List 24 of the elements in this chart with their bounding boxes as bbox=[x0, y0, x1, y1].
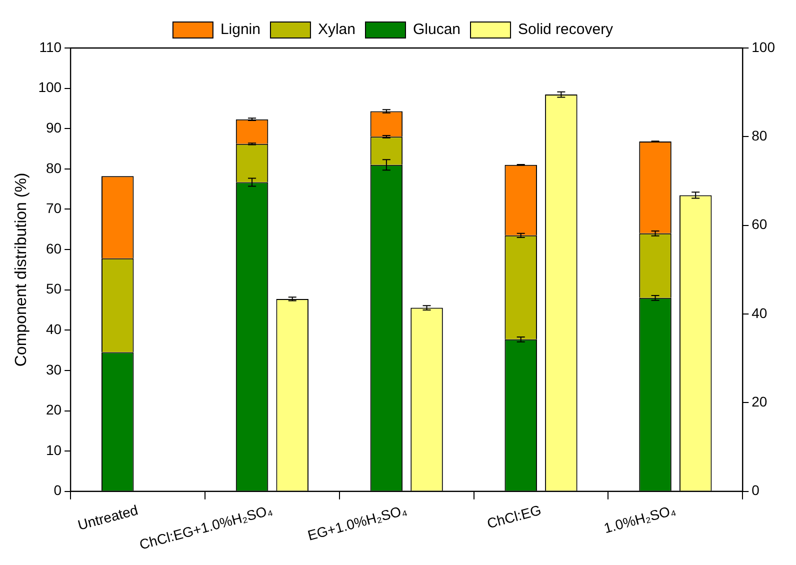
y-tick-label: 100 bbox=[38, 79, 62, 96]
legend-label: Glucan bbox=[412, 21, 461, 38]
y2-tick-label: 100 bbox=[752, 38, 776, 55]
legend-label: Solid recovery bbox=[518, 21, 614, 38]
y-tick-label: 30 bbox=[46, 361, 62, 378]
y2-tick-label: 40 bbox=[752, 304, 768, 321]
y-tick-label: 20 bbox=[46, 402, 62, 418]
y-tick-label: 10 bbox=[46, 442, 62, 458]
y-tick-label: 40 bbox=[46, 321, 62, 337]
y-tick-label: 0 bbox=[54, 482, 62, 498]
y-tick-label: 110 bbox=[39, 38, 62, 55]
y-tick-label: 90 bbox=[46, 119, 62, 136]
y2-tick-label: 60 bbox=[752, 216, 768, 232]
y-tick-label: 60 bbox=[46, 240, 62, 256]
y-axis-title: Component distribution (%) bbox=[13, 172, 30, 367]
y-tick-label: 50 bbox=[46, 280, 62, 297]
legend-label: Lignin bbox=[220, 21, 260, 38]
x-tick-label: ChCl:EG bbox=[485, 502, 543, 532]
y-tick-label: 80 bbox=[46, 160, 62, 176]
y2-tick-label: 80 bbox=[752, 128, 768, 144]
y-tick-label: 70 bbox=[46, 200, 62, 216]
y2-tick-label: 20 bbox=[752, 394, 768, 410]
y2-tick-label: 0 bbox=[752, 482, 760, 498]
legend-label: Xylan bbox=[318, 21, 356, 38]
